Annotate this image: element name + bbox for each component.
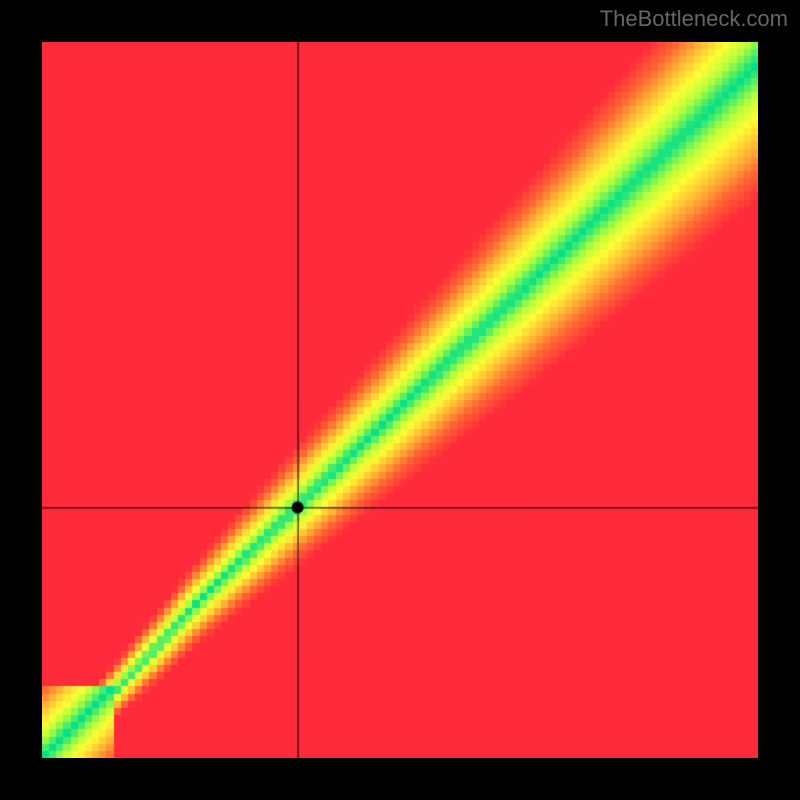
chart-container: TheBottleneck.com	[0, 0, 800, 800]
heatmap-plot	[42, 42, 758, 758]
heatmap-canvas	[42, 42, 758, 758]
watermark-text: TheBottleneck.com	[600, 6, 788, 32]
